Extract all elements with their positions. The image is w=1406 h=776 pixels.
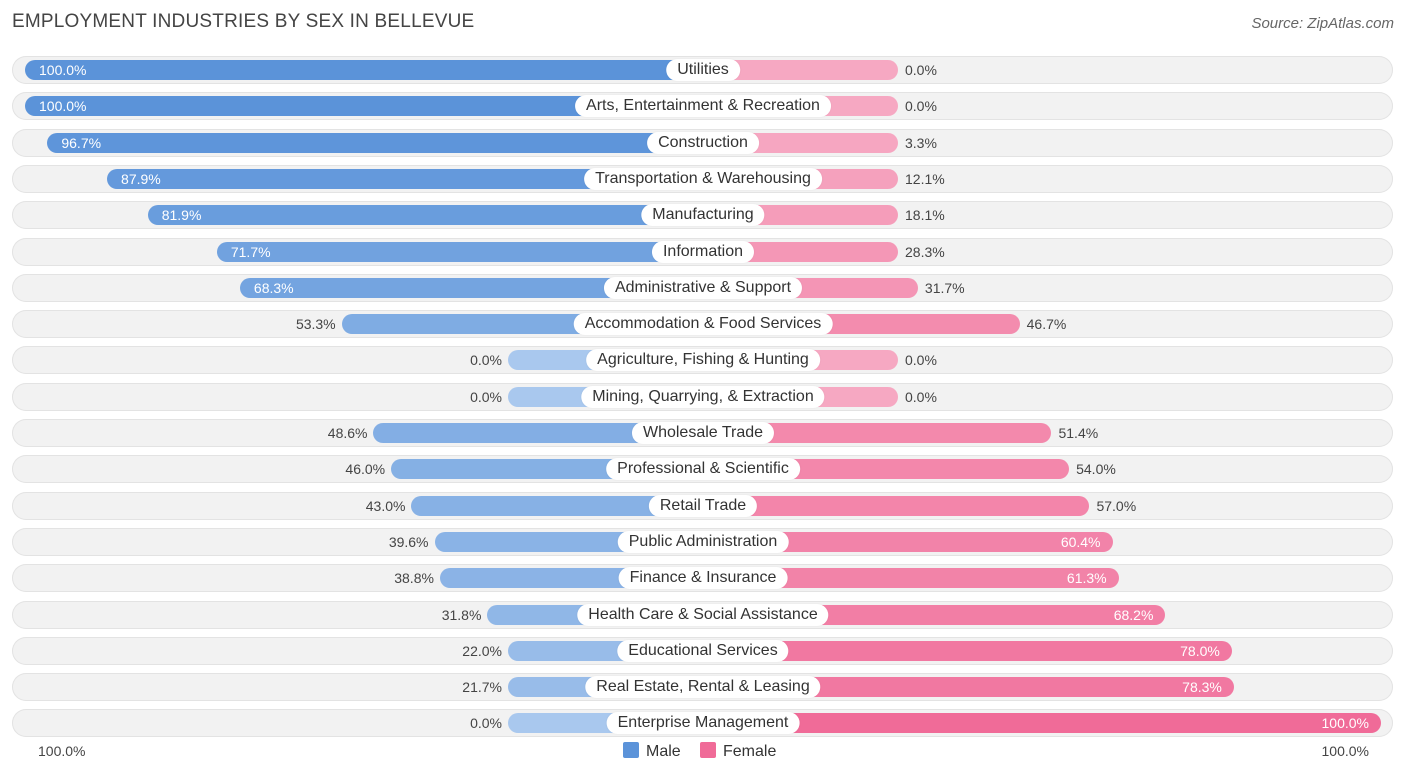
bar-female[interactable]	[703, 568, 1119, 589]
legend: Male Female	[0, 741, 1406, 763]
source-label: Source: ZipAtlas.com	[1251, 15, 1394, 32]
bar-male[interactable]	[216, 241, 703, 262]
category-label: Professional & Scientific	[606, 458, 800, 481]
category-label: Arts, Entertainment & Recreation	[575, 95, 831, 118]
category-label: Real Estate, Rental & Leasing	[585, 676, 821, 699]
value-label-female: 28.3%	[905, 243, 945, 260]
bar-male[interactable]	[107, 168, 703, 189]
value-label-male: 81.9%	[161, 207, 202, 224]
bar-female[interactable]	[703, 677, 1234, 698]
value-label-female: 3.3%	[905, 134, 937, 151]
value-label-female: 51.4%	[1058, 425, 1099, 441]
bar-male[interactable]	[147, 205, 703, 226]
category-label: Health Care & Social Assistance	[577, 603, 829, 626]
bar-female[interactable]	[703, 60, 898, 80]
category-label: Mining, Quarrying, & Extraction	[581, 385, 825, 408]
legend-swatch-male	[623, 742, 639, 758]
value-label-female: 12.1%	[905, 170, 945, 187]
value-label-male: 87.9%	[121, 170, 161, 187]
value-label-male: 21.7%	[462, 679, 502, 696]
bar-male[interactable]	[47, 132, 703, 153]
bar-male[interactable]	[25, 60, 703, 80]
value-label-male: 38.8%	[394, 570, 434, 587]
bar-female[interactable]	[703, 640, 1232, 661]
value-label-male: 0.0%	[470, 352, 502, 369]
value-label-male: 22.0%	[462, 642, 502, 659]
value-label-male: 68.3%	[253, 279, 294, 296]
axis-right-label: 100.0%	[1321, 743, 1369, 759]
legend-label-male: Male	[646, 743, 681, 760]
value-label-female: 57.0%	[1096, 497, 1137, 514]
category-label: Wholesale Trade	[631, 422, 775, 444]
value-label-male: 96.7%	[61, 134, 102, 151]
category-label: Construction	[647, 131, 759, 154]
value-label-female: 54.0%	[1076, 461, 1116, 478]
value-label-female: 61.3%	[1066, 570, 1107, 587]
value-label-male: 0.0%	[470, 715, 502, 732]
legend-label-female: Female	[723, 743, 777, 760]
value-label-male: 39.6%	[388, 533, 429, 550]
category-label: Information	[651, 240, 755, 263]
value-label-female: 18.1%	[905, 207, 945, 224]
bar-female[interactable]	[703, 423, 1052, 443]
category-label: Enterprise Management	[606, 712, 800, 735]
value-label-female: 0.0%	[905, 62, 937, 78]
bar-female[interactable]	[703, 495, 1090, 516]
value-label-male: 100.0%	[39, 98, 87, 115]
value-label-male: 100.0%	[39, 62, 87, 78]
value-label-female: 78.0%	[1180, 642, 1220, 659]
value-label-female: 100.0%	[1321, 715, 1369, 732]
category-label: Administrative & Support	[603, 276, 803, 299]
legend-swatch-female	[700, 742, 716, 758]
category-label: Accommodation & Food Services	[573, 313, 833, 336]
value-label-male: 31.8%	[441, 606, 482, 623]
category-label: Retail Trade	[648, 494, 758, 517]
category-label: Finance & Insurance	[618, 567, 788, 590]
value-label-female: 60.4%	[1060, 533, 1101, 550]
bar-male[interactable]	[411, 495, 703, 516]
category-label: Transportation & Warehousing	[584, 167, 822, 190]
bar-male[interactable]	[239, 277, 703, 298]
value-label-male: 71.7%	[230, 243, 271, 260]
value-label-male: 0.0%	[470, 388, 502, 405]
value-label-male: 43.0%	[365, 497, 406, 514]
value-label-male: 53.3%	[295, 316, 336, 333]
bar-female[interactable]	[703, 531, 1113, 552]
value-label-female: 0.0%	[905, 98, 937, 115]
value-label-female: 0.0%	[905, 352, 937, 369]
bar-female[interactable]	[703, 713, 1381, 734]
category-label: Utilities	[666, 59, 740, 81]
category-label: Educational Services	[617, 639, 789, 662]
category-label: Public Administration	[617, 530, 789, 553]
bar-male[interactable]	[373, 423, 703, 443]
axis-left-label: 100.0%	[38, 743, 86, 759]
chart-title: EMPLOYMENT INDUSTRIES BY SEX IN BELLEVUE	[12, 11, 475, 32]
value-label-female: 31.7%	[924, 279, 965, 296]
category-label: Manufacturing	[641, 204, 765, 227]
value-label-male: 46.0%	[345, 461, 386, 478]
category-label: Agriculture, Fishing & Hunting	[586, 349, 820, 372]
value-label-female: 0.0%	[905, 388, 937, 405]
value-label-female: 78.3%	[1182, 679, 1222, 696]
value-label-female: 46.7%	[1026, 316, 1067, 333]
value-label-female: 68.2%	[1113, 606, 1154, 623]
legend-item-female[interactable]: Female	[700, 741, 776, 763]
bar-male[interactable]	[25, 96, 703, 117]
legend-item-male[interactable]: Male	[623, 741, 681, 763]
value-label-male: 48.6%	[327, 425, 368, 441]
